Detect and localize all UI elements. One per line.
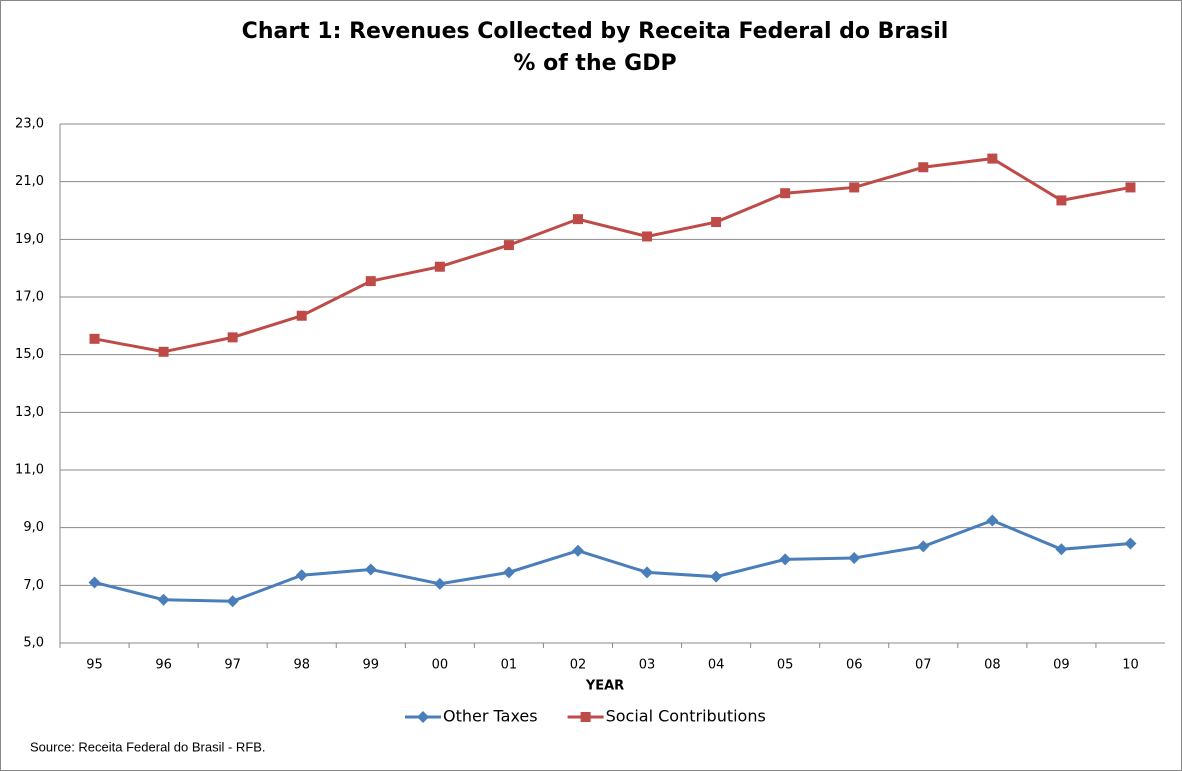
- point: [1124, 537, 1137, 550]
- chart-title: Chart 1: Revenues Collected by Receita F…: [242, 19, 949, 44]
- y-tick-label: 19,0: [15, 232, 44, 247]
- point: [571, 544, 584, 557]
- x-tick-label: 95: [86, 658, 103, 673]
- y-tick-label: 5,0: [23, 636, 44, 651]
- point: [434, 261, 445, 272]
- x-tick-label: 98: [293, 658, 310, 673]
- source-note: Source: Receita Federal do Brasil - RFB.: [30, 739, 266, 754]
- point: [503, 240, 514, 251]
- point: [779, 553, 792, 566]
- y-tick-label: 13,0: [15, 405, 44, 420]
- point: [433, 577, 446, 590]
- point: [986, 514, 999, 527]
- x-tick-label: 99: [363, 658, 380, 673]
- line: [94, 157, 1131, 354]
- point: [710, 570, 723, 583]
- y-tick-label: 11,0: [15, 463, 44, 478]
- point: [918, 162, 929, 173]
- point: [295, 569, 308, 582]
- x-tick-label: 00: [432, 658, 449, 673]
- x-axis-label: YEAR: [585, 679, 624, 694]
- point: [296, 310, 307, 321]
- x-tick-label: 96: [155, 658, 172, 673]
- point: [89, 333, 100, 344]
- point: [642, 231, 653, 242]
- x-tick-label: 97: [224, 658, 241, 673]
- point: [1055, 543, 1068, 556]
- x-tick-label: 04: [708, 658, 725, 673]
- point: [1056, 195, 1067, 206]
- x-tick-label: 10: [1122, 658, 1139, 673]
- point: [157, 593, 170, 606]
- point: [580, 712, 591, 722]
- point: [226, 595, 239, 608]
- x-tick-label: 09: [1053, 658, 1070, 673]
- point: [641, 566, 654, 579]
- y-tick-label: 21,0: [15, 174, 44, 189]
- y-tick-label: 7,0: [23, 578, 44, 593]
- x-tick-label: 02: [570, 658, 587, 673]
- y-tick-label: 17,0: [15, 290, 44, 305]
- point: [849, 182, 860, 193]
- chart-subtitle: % of the GDP: [513, 51, 676, 76]
- y-tick-label: 9,0: [23, 520, 44, 535]
- x-tick-label: 01: [501, 658, 518, 673]
- legend-label: Other Taxes: [443, 707, 538, 726]
- x-tick-label: 06: [846, 658, 863, 673]
- x-tick-label: 07: [915, 658, 932, 673]
- point: [987, 153, 998, 164]
- y-tick-label: 15,0: [15, 347, 44, 362]
- x-tick-label: 08: [984, 658, 1001, 673]
- line: [94, 518, 1131, 603]
- point: [227, 332, 238, 343]
- point: [1125, 182, 1136, 193]
- x-tick-label: 05: [777, 658, 794, 673]
- point: [88, 576, 101, 589]
- legend-label: Social Contributions: [606, 707, 766, 726]
- point: [780, 188, 791, 199]
- point: [848, 551, 861, 564]
- point: [502, 566, 515, 579]
- point: [365, 276, 376, 287]
- point: [417, 711, 429, 723]
- point: [364, 563, 377, 576]
- point: [917, 540, 930, 553]
- point: [572, 214, 583, 225]
- x-tick-label: 03: [639, 658, 656, 673]
- y-tick-label: 23,0: [15, 117, 44, 132]
- point: [711, 217, 722, 228]
- point: [158, 346, 169, 357]
